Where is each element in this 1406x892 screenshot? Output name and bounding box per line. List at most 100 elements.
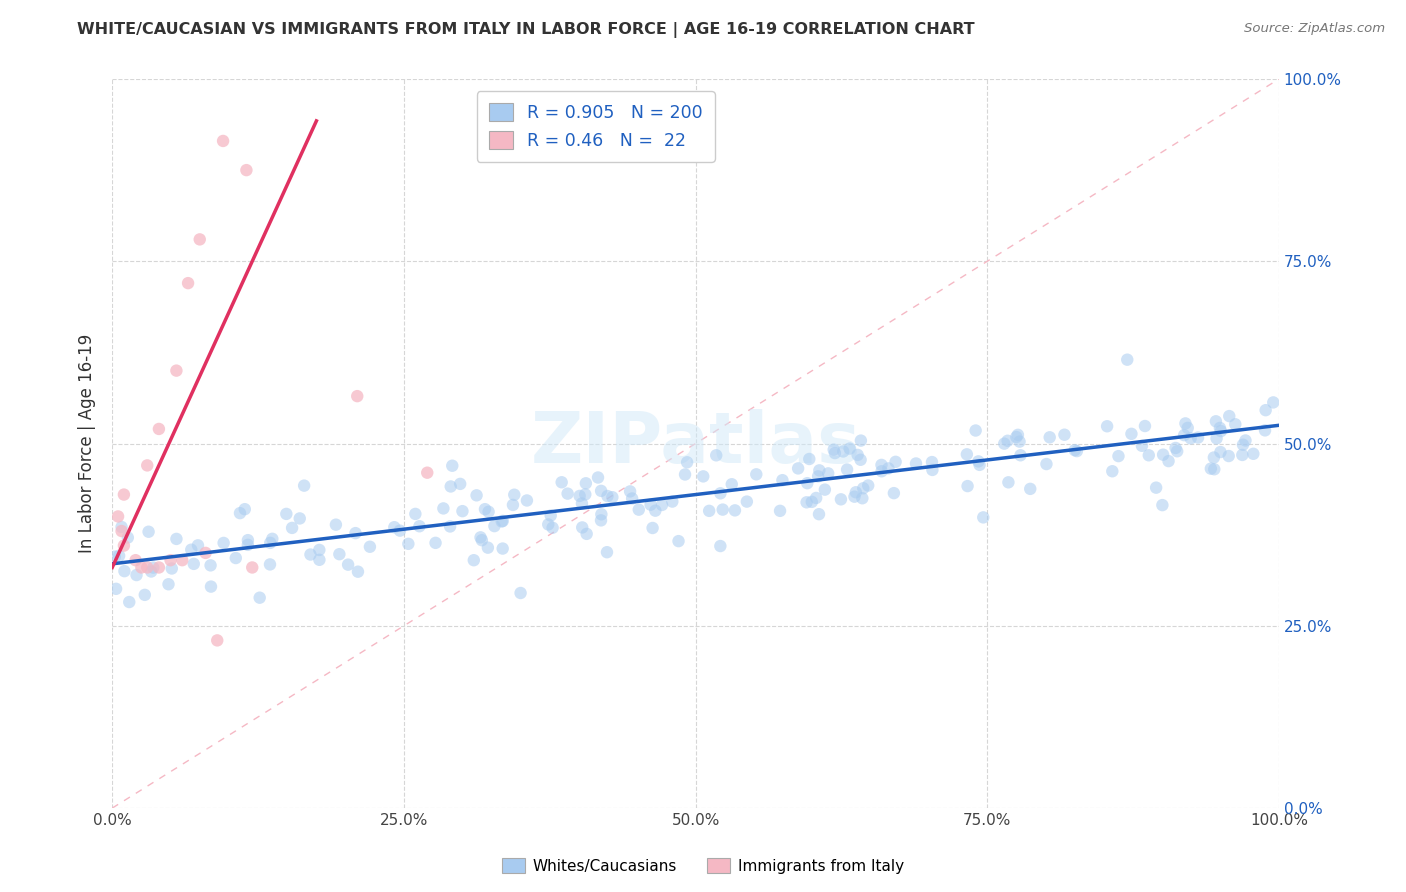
Point bbox=[200, 558, 222, 573]
Point bbox=[1137, 448, 1160, 462]
Point bbox=[104, 549, 127, 564]
Point bbox=[1263, 395, 1285, 409]
Point bbox=[1209, 424, 1232, 438]
Point bbox=[288, 511, 311, 525]
Point bbox=[236, 538, 259, 552]
Point bbox=[491, 515, 513, 529]
Point bbox=[540, 508, 562, 523]
Point bbox=[745, 467, 768, 482]
Point bbox=[142, 560, 165, 574]
Point bbox=[1053, 427, 1076, 442]
Point bbox=[131, 560, 153, 574]
Point bbox=[575, 527, 598, 541]
Point bbox=[641, 521, 664, 535]
Point bbox=[439, 519, 461, 533]
Point bbox=[470, 530, 492, 544]
Point bbox=[1225, 417, 1247, 432]
Point bbox=[124, 553, 146, 567]
Point bbox=[502, 498, 524, 512]
Point bbox=[997, 434, 1019, 448]
Point bbox=[1101, 464, 1123, 478]
Point bbox=[1039, 430, 1062, 444]
Point bbox=[619, 484, 641, 499]
Point bbox=[112, 564, 135, 578]
Point bbox=[112, 487, 135, 501]
Point bbox=[344, 526, 367, 541]
Point bbox=[471, 533, 494, 548]
Point bbox=[537, 517, 560, 532]
Point bbox=[1066, 444, 1088, 458]
Point bbox=[1180, 431, 1202, 445]
Point bbox=[478, 505, 501, 519]
Point bbox=[347, 565, 370, 579]
Point bbox=[229, 506, 252, 520]
Point bbox=[770, 473, 793, 487]
Point bbox=[492, 541, 515, 556]
Point bbox=[904, 457, 927, 471]
Point bbox=[846, 448, 869, 462]
Point bbox=[262, 532, 284, 546]
Point bbox=[972, 510, 994, 524]
Point bbox=[769, 504, 792, 518]
Point bbox=[172, 553, 194, 567]
Point bbox=[465, 488, 488, 502]
Point bbox=[621, 491, 644, 506]
Point bbox=[814, 483, 837, 497]
Point bbox=[884, 455, 907, 469]
Point bbox=[292, 478, 315, 492]
Point bbox=[1133, 419, 1156, 434]
Point bbox=[484, 519, 506, 533]
Point bbox=[1005, 430, 1028, 444]
Point bbox=[800, 495, 823, 509]
Point bbox=[1130, 439, 1153, 453]
Point bbox=[586, 470, 609, 484]
Point bbox=[112, 539, 135, 553]
Point bbox=[308, 543, 330, 558]
Point bbox=[967, 454, 990, 468]
Point bbox=[1144, 481, 1167, 495]
Point bbox=[188, 232, 211, 246]
Point bbox=[568, 489, 591, 503]
Point bbox=[346, 389, 368, 403]
Point bbox=[1204, 462, 1226, 476]
Point bbox=[807, 469, 830, 483]
Point bbox=[1152, 498, 1174, 512]
Point bbox=[838, 442, 860, 456]
Point bbox=[233, 502, 256, 516]
Point bbox=[796, 476, 818, 491]
Point bbox=[574, 487, 596, 501]
Point bbox=[125, 568, 148, 582]
Point bbox=[627, 502, 650, 516]
Point bbox=[720, 477, 742, 491]
Point bbox=[235, 163, 257, 178]
Point bbox=[956, 447, 979, 461]
Point bbox=[325, 517, 347, 532]
Point bbox=[557, 486, 579, 500]
Point bbox=[1234, 434, 1257, 448]
Point bbox=[425, 536, 447, 550]
Point bbox=[591, 483, 613, 498]
Point bbox=[1177, 421, 1199, 435]
Point bbox=[118, 595, 141, 609]
Point bbox=[259, 536, 281, 550]
Point bbox=[711, 502, 734, 516]
Point bbox=[138, 524, 160, 539]
Point bbox=[1187, 431, 1209, 445]
Point bbox=[416, 466, 439, 480]
Point bbox=[183, 557, 205, 571]
Point bbox=[668, 534, 690, 549]
Point bbox=[697, 504, 720, 518]
Point bbox=[281, 521, 304, 535]
Point bbox=[1010, 448, 1032, 462]
Point bbox=[516, 493, 538, 508]
Point bbox=[440, 479, 463, 493]
Point bbox=[830, 492, 852, 507]
Point bbox=[1218, 449, 1240, 463]
Point bbox=[965, 424, 987, 438]
Point bbox=[845, 485, 868, 500]
Point bbox=[644, 503, 666, 517]
Point bbox=[807, 507, 830, 521]
Point bbox=[141, 565, 163, 579]
Point bbox=[1202, 450, 1225, 465]
Point bbox=[997, 475, 1019, 490]
